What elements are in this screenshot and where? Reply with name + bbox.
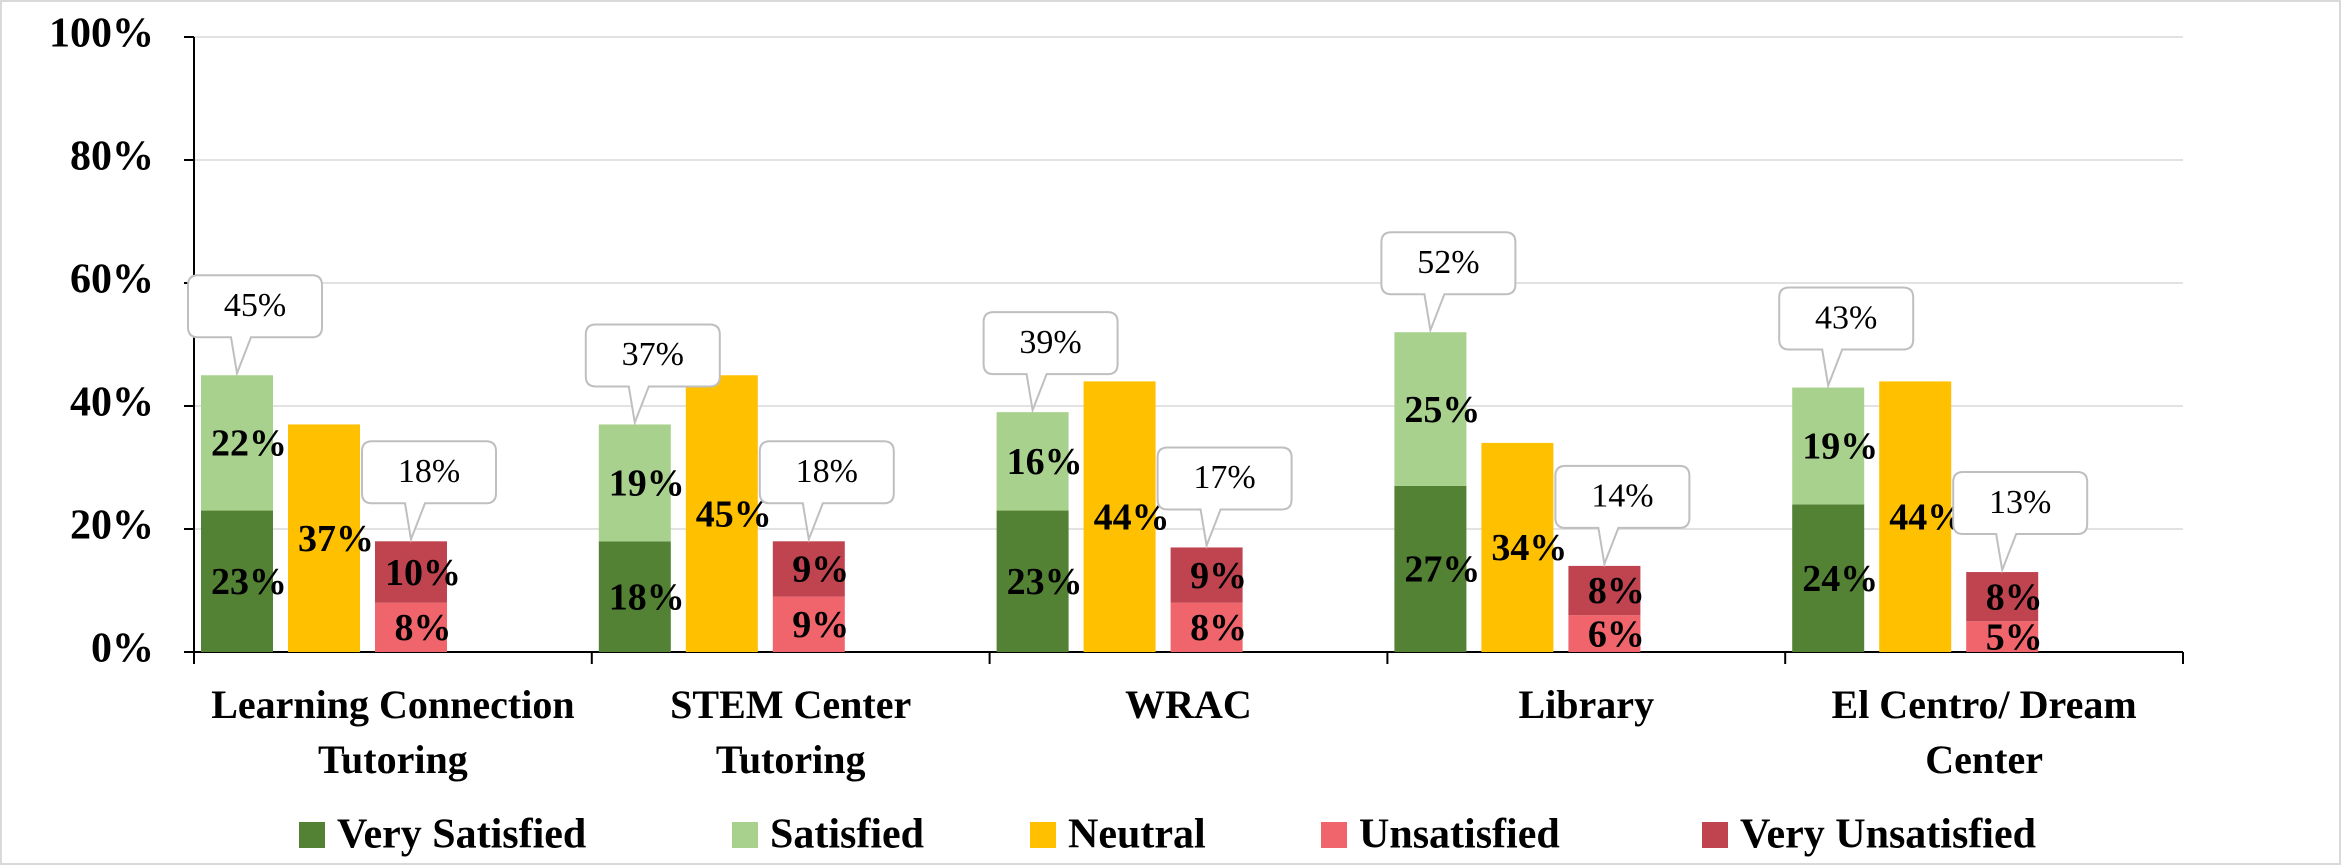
data-label: 27%	[1404, 549, 1480, 591]
y-tick-label: 60%	[70, 257, 154, 303]
data-label: 6%	[1588, 613, 1645, 655]
bar-segment	[375, 541, 447, 603]
bar-segment	[1879, 381, 1952, 652]
x-tick-label: STEM Center	[670, 682, 911, 727]
legend-swatch	[732, 822, 758, 848]
bar-segment	[375, 602, 447, 652]
callout	[1778, 286, 1915, 390]
bar-segment	[1394, 485, 1467, 652]
bar-segment	[201, 510, 273, 652]
legend-swatch	[299, 822, 325, 848]
callout	[1156, 446, 1293, 550]
x-tick-label: El Centro/ Dream	[1832, 682, 2137, 727]
x-tick-label: WRAC	[1125, 682, 1252, 727]
bar-segment	[1083, 381, 1156, 652]
data-label: 37%	[298, 518, 374, 560]
bar-segment	[996, 412, 1069, 511]
y-tick-label: 40%	[70, 380, 154, 426]
bar-segment	[1966, 572, 2039, 622]
bar-segment	[598, 424, 671, 542]
bar-segment	[996, 510, 1069, 652]
bar-segment	[201, 375, 273, 511]
data-label: 5%	[1986, 616, 2043, 658]
bar-segment	[772, 596, 845, 652]
callout-label: 18%	[398, 453, 460, 490]
legend-swatch	[1321, 822, 1347, 848]
bar-segment	[598, 541, 671, 652]
callout	[1380, 231, 1517, 334]
bar-segment	[288, 424, 360, 652]
bar-segment	[685, 375, 758, 652]
data-label: 10%	[385, 552, 461, 594]
legend-label: Very Unsatisfied	[1740, 812, 2036, 858]
data-label: 9%	[792, 604, 849, 646]
callout-label: 52%	[1417, 244, 1479, 281]
callout-label: 45%	[224, 287, 286, 324]
bar-segment	[1792, 387, 1865, 505]
data-label: 19%	[1802, 426, 1878, 468]
x-tick-label: Library	[1519, 682, 1655, 727]
callout	[187, 274, 323, 378]
data-label: 23%	[1007, 561, 1083, 603]
callout	[1952, 471, 2089, 574]
callout-label: 43%	[1815, 299, 1877, 336]
callout	[361, 440, 497, 544]
bar-segment	[1481, 442, 1554, 652]
data-label: 8%	[1190, 607, 1247, 649]
x-tick-label: Tutoring	[318, 737, 468, 782]
bar-segment	[772, 541, 845, 597]
bar-segment	[1394, 332, 1467, 486]
data-label: 34%	[1491, 527, 1567, 569]
data-label: 8%	[395, 607, 452, 649]
data-label: 16%	[1007, 441, 1083, 483]
callout	[1554, 464, 1691, 568]
bar-segment	[1792, 504, 1865, 652]
legend-label: Satisfied	[770, 812, 924, 858]
legend-label: Neutral	[1068, 812, 1206, 858]
callout-label: 14%	[1591, 478, 1653, 515]
x-tick-label: Learning Connection	[211, 682, 574, 727]
y-tick-label: 100%	[49, 11, 154, 57]
bar-segment	[1170, 602, 1243, 652]
data-label: 44%	[1094, 496, 1170, 538]
data-label: 19%	[609, 463, 685, 505]
callout	[584, 323, 721, 427]
data-label: 8%	[1986, 576, 2043, 618]
bar-segment	[1568, 615, 1641, 652]
data-label: 25%	[1404, 389, 1480, 431]
data-label: 9%	[1190, 555, 1247, 597]
callout-label: 39%	[1019, 324, 1081, 361]
callout-label: 18%	[796, 453, 858, 490]
legend-swatch	[1030, 822, 1056, 848]
callout-label: 37%	[622, 336, 684, 373]
data-label: 8%	[1588, 570, 1645, 612]
legend-label: Unsatisfied	[1359, 812, 1560, 858]
bar-segment	[1170, 547, 1243, 603]
data-label: 24%	[1802, 558, 1878, 600]
callout-label: 17%	[1193, 459, 1255, 496]
data-label: 23%	[211, 561, 287, 603]
y-tick-label: 20%	[70, 503, 154, 549]
legend-swatch	[1702, 822, 1728, 848]
callout	[758, 440, 895, 544]
callout	[982, 311, 1119, 414]
callout-label: 13%	[1989, 484, 2051, 521]
data-label: 45%	[696, 493, 772, 535]
data-label: 9%	[792, 549, 849, 591]
bar-segment	[1568, 565, 1641, 616]
legend-label: Very Satisfied	[337, 812, 586, 858]
x-tick-label: Tutoring	[716, 737, 866, 782]
bar-segment	[1966, 621, 2039, 652]
x-tick-label: Center	[1925, 737, 2043, 782]
y-tick-label: 80%	[70, 134, 154, 180]
data-label: 22%	[211, 423, 287, 465]
y-tick-label: 0%	[91, 626, 154, 672]
data-label: 18%	[609, 576, 685, 618]
